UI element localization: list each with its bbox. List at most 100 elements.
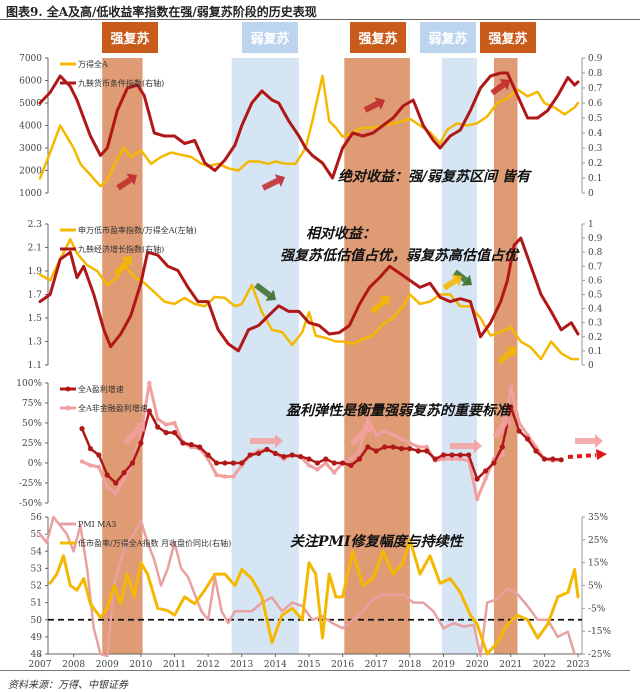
arrow-up-icon-head: [379, 296, 390, 307]
x-tick-label: 2015: [298, 660, 321, 668]
series-marker: [348, 456, 354, 462]
annotation-pmi: 关注PMI修复幅度与持续性: [290, 533, 465, 550]
legend-marker: [65, 386, 71, 392]
series-line-2-0: [80, 405, 563, 485]
legends: 万得全A 九鞅货币条件指数(右轴) 申万低市盈率指数/万得全A(左轴) 九鞅经济增长指…: [60, 59, 231, 548]
annotation-profit-elasticity: 盈利弹性是衡量强弱复苏的重要标准: [286, 402, 512, 419]
y-tick-label-left: -50%: [19, 499, 42, 509]
series-marker: [508, 384, 513, 390]
series-marker: [474, 496, 480, 502]
series-marker: [138, 440, 144, 446]
y-tick-label-left: 3000: [19, 144, 42, 154]
series-marker: [398, 446, 405, 452]
phase-header-label: 弱复苏: [250, 31, 289, 47]
series-marker: [348, 462, 354, 468]
series-marker: [87, 446, 94, 452]
series-marker: [407, 440, 413, 446]
y-tick-label-right: 0.4: [588, 129, 603, 139]
y-tick-label-left: 51: [31, 599, 42, 609]
y-tick-label-right: 0: [588, 361, 594, 371]
phase-header-box: [420, 22, 476, 53]
legend-label: 九鞅货币条件指数(右轴): [78, 78, 164, 88]
series-marker: [171, 430, 178, 436]
y-tick-label-left: 54: [31, 547, 43, 557]
x-tick-label: 2007: [29, 660, 52, 668]
series-marker: [424, 448, 430, 454]
legend-marker: [65, 405, 71, 411]
series-marker: [306, 463, 312, 468]
y-tick-label-left: 56: [31, 513, 43, 523]
arrow-up-icon: [497, 349, 513, 365]
series-marker: [113, 480, 119, 486]
series-marker: [373, 448, 379, 454]
series-marker: [357, 448, 362, 454]
phase-header-label: 强复苏: [488, 31, 527, 47]
x-tick-label: 2017: [365, 660, 388, 668]
y-tick-label-right: 0.6: [588, 99, 603, 109]
series-marker: [558, 457, 564, 463]
y-tick-label-right: -15%: [588, 627, 611, 637]
series-marker: [449, 452, 455, 458]
y-tick-label-left: 4000: [19, 122, 42, 132]
annotation-absolute-return: 绝对收益：强/弱复苏区间 皆有: [338, 168, 532, 185]
series-marker: [272, 450, 278, 456]
y-tick-label-right: -25%: [588, 650, 611, 660]
y-tick-label-right: 0.2: [588, 159, 602, 169]
arrow-up-icon-head: [126, 173, 137, 186]
series-marker: [390, 432, 396, 438]
x-tick-label: 2008: [62, 660, 85, 668]
y-tick-label-left: 1.3: [28, 338, 43, 348]
dotted-forecast-arrow-head: [596, 449, 607, 460]
series-marker: [440, 452, 447, 458]
series-marker: [541, 456, 547, 462]
annotation-relative-return-title: 相对收益：: [306, 225, 376, 242]
series-line-0-1: [38, 71, 580, 180]
series-marker: [390, 444, 396, 450]
arrow-up-icon: [122, 425, 142, 446]
y-tick-label-right: 1: [588, 220, 594, 230]
series-lines: [38, 71, 582, 658]
series-marker: [255, 450, 262, 456]
series-marker: [105, 484, 110, 490]
series-marker: [483, 476, 488, 482]
phase-header-label: 强复苏: [110, 31, 149, 47]
arrow-up-icon-head: [451, 274, 462, 287]
x-tick-label: 2011: [163, 660, 186, 668]
source-note: 资料来源：万得、中银证券: [8, 680, 128, 691]
arrow-up-icon-head: [361, 424, 372, 435]
series-marker: [382, 444, 388, 450]
y-tick-label-left: 1000: [19, 189, 42, 199]
y-tick-label-right: 0.7: [588, 84, 603, 94]
series-marker: [121, 476, 127, 482]
legend-label: 全A盈利增速: [78, 384, 124, 394]
series-marker: [424, 444, 429, 450]
annotation-relative-return-detail: 强复苏低估值占优，弱复苏高估值占优: [280, 247, 520, 264]
y-tick-label-right: 0: [588, 189, 594, 199]
series-marker: [113, 491, 118, 496]
series-marker: [449, 456, 455, 462]
series-marker: [289, 452, 295, 458]
phase-header-box: [242, 22, 298, 53]
series-marker: [96, 464, 102, 470]
series-marker: [374, 432, 379, 438]
series-marker: [129, 460, 136, 466]
series-marker: [458, 456, 463, 462]
y-tick-label-right: 0.3: [588, 144, 603, 154]
series-marker: [508, 404, 514, 410]
arrow-down-icon: [254, 282, 272, 298]
series-line-2-1: [80, 381, 563, 501]
y-tick-label-left: 75%: [22, 399, 42, 409]
y-tick-label-left: -25%: [19, 479, 42, 489]
arrow-right-icon-head: [474, 439, 482, 453]
phase-header-box: [480, 22, 536, 53]
arrow-up-icon: [492, 420, 508, 439]
axes: 70006000500040003000200010000.90.80.70.6…: [16, 54, 611, 668]
legend-label: 申万低市盈率指数/万得全A(左轴): [78, 225, 197, 235]
y-tick-label-right: 0.7: [588, 262, 603, 272]
series-marker: [416, 444, 421, 450]
y-tick-label-left: 53: [31, 564, 43, 574]
series-marker: [222, 474, 228, 479]
series-marker: [213, 460, 220, 466]
arrow-up-icon: [442, 277, 458, 291]
legend-label: 九鞅经济增长指数(右轴): [78, 244, 164, 254]
